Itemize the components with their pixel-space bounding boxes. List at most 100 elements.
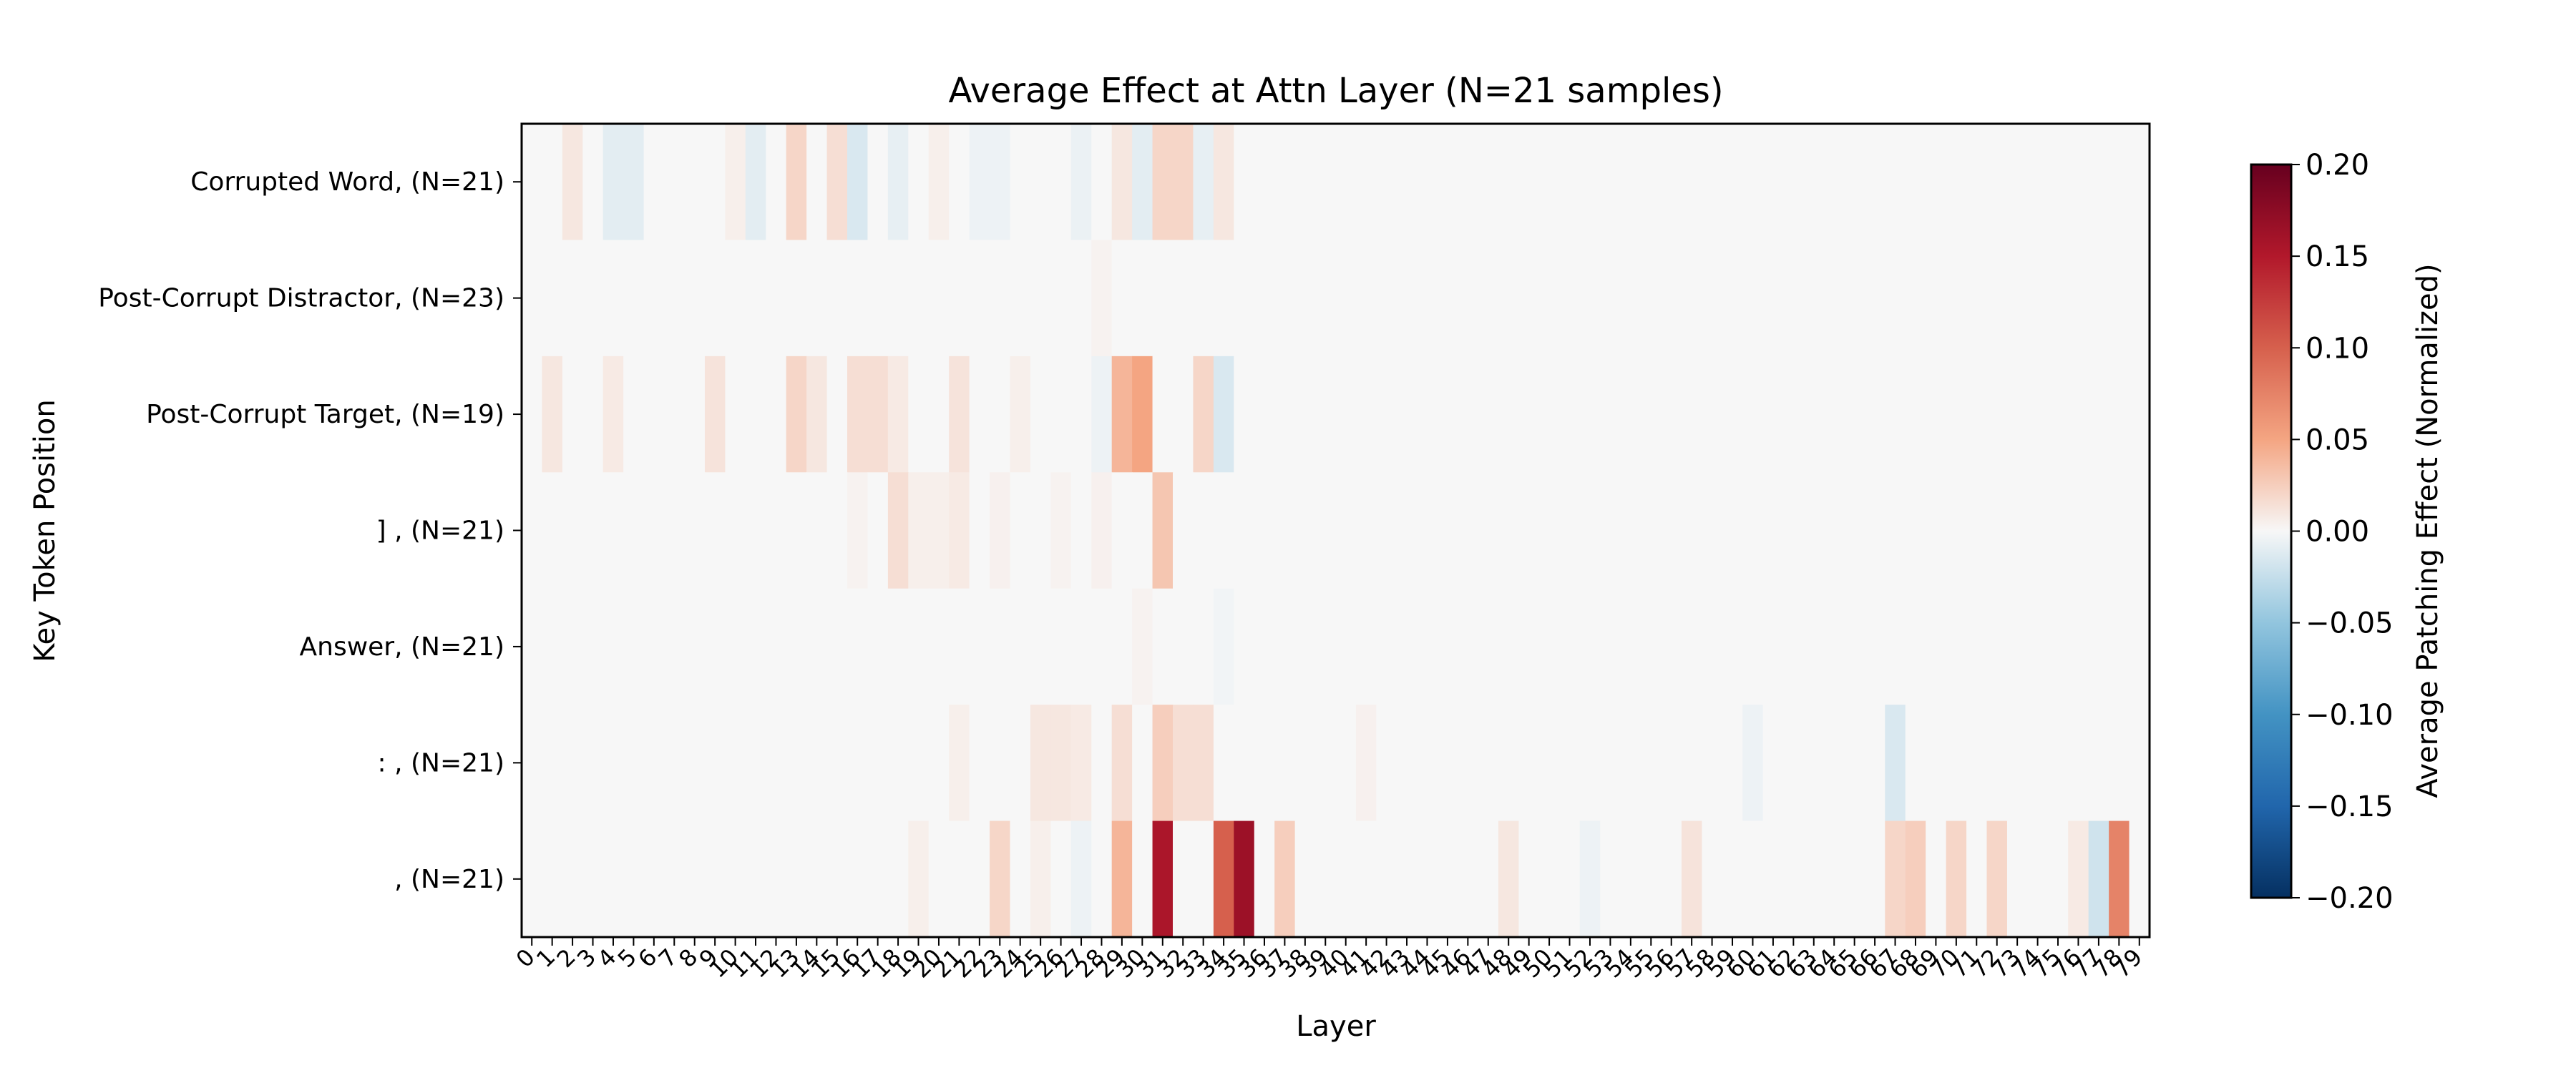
heatmap-cell (1234, 124, 1255, 241)
heatmap-cell (766, 124, 787, 241)
heatmap-cell (1294, 820, 1316, 938)
heatmap-cell (1355, 588, 1377, 705)
heatmap-cell (786, 240, 807, 357)
heatmap-cell (1946, 588, 1967, 705)
heatmap-cell (1498, 240, 1520, 357)
heatmap-cell (2068, 240, 2089, 357)
heatmap-cell (643, 240, 665, 357)
heatmap-cell (1559, 472, 1581, 589)
heatmap-cell (1498, 820, 1520, 938)
heatmap-cell (1661, 240, 1682, 357)
heatmap-cell (928, 356, 950, 473)
heatmap-cell (684, 820, 706, 938)
heatmap-cell (969, 356, 990, 473)
heatmap-cell (826, 472, 848, 589)
colorbar-tick-label: 0.10 (2306, 332, 2369, 365)
x-axis-label: Layer (1296, 1010, 1376, 1043)
heatmap-cell (1355, 472, 1377, 589)
heatmap-cell (806, 472, 828, 589)
heatmap-cell (1579, 472, 1601, 589)
heatmap-cell (623, 588, 645, 705)
heatmap-cell (542, 356, 563, 473)
heatmap-cell (1437, 356, 1458, 473)
heatmap-cell (582, 705, 604, 822)
heatmap-cell (602, 472, 624, 589)
heatmap-cell (2088, 124, 2109, 241)
heatmap-cell (2047, 820, 2069, 938)
heatmap-cell (2129, 472, 2150, 589)
heatmap-cell (1600, 820, 1621, 938)
heatmap-cell (908, 820, 930, 938)
heatmap-cell (1070, 472, 1092, 589)
heatmap-cell (1620, 124, 1641, 241)
heatmap-cell (1458, 705, 1479, 822)
heatmap-cell (1417, 472, 1438, 589)
heatmap-cell (847, 705, 869, 822)
heatmap-cell (928, 124, 950, 241)
heatmap-cell (949, 240, 970, 357)
heatmap-cell (1986, 240, 2008, 357)
colorbar-tick-label: 0.00 (2306, 516, 2369, 549)
heatmap-cell (542, 588, 563, 705)
heatmap-cell (1335, 588, 1357, 705)
heatmap-cell (1274, 472, 1296, 589)
heatmap-cell (1538, 705, 1560, 822)
heatmap-cell (1050, 472, 1072, 589)
heatmap-cell (1600, 240, 1621, 357)
heatmap-cell (522, 240, 543, 357)
heatmap-cell (1010, 588, 1031, 705)
heatmap-cell (1620, 820, 1641, 938)
heatmap-cell (1966, 124, 1988, 241)
heatmap-cell (1946, 820, 1967, 938)
heatmap-cell (1091, 472, 1113, 589)
heatmap-cell (2088, 705, 2109, 822)
heatmap-cell (1417, 820, 1438, 938)
heatmap-cell (1050, 705, 1072, 822)
heatmap-cell (1396, 472, 1418, 589)
heatmap-cell (1905, 124, 1926, 241)
heatmap-cell (1722, 356, 1743, 473)
heatmap-cell (1070, 820, 1092, 938)
heatmap-cell (1579, 588, 1601, 705)
heatmap-cell (1885, 356, 1906, 473)
heatmap-cell (1274, 588, 1296, 705)
heatmap-cell (1742, 124, 1764, 241)
heatmap-cell (1010, 240, 1031, 357)
heatmap-cell (1111, 820, 1133, 938)
heatmap-cell (1030, 356, 1051, 473)
heatmap-cell (1538, 820, 1560, 938)
heatmap-cell (1193, 356, 1214, 473)
heatmap-cell (1254, 588, 1275, 705)
heatmap-cell (887, 588, 909, 705)
heatmap-cell (1518, 472, 1540, 589)
heatmap-cell (766, 588, 787, 705)
heatmap-cell (990, 588, 1011, 705)
heatmap-cell (1783, 705, 1805, 822)
heatmap-cell (1885, 472, 1906, 589)
heatmap-cell (1498, 588, 1520, 705)
heatmap-cell (562, 588, 583, 705)
heatmap-cell (908, 588, 930, 705)
heatmap-cell (1986, 472, 2008, 589)
heatmap-cell (1844, 124, 1865, 241)
heatmap-cell (949, 356, 970, 473)
heatmap-cell (1070, 588, 1092, 705)
heatmap-cell (522, 588, 543, 705)
heatmap-cell (2006, 588, 2028, 705)
heatmap-cell (826, 820, 848, 938)
heatmap-cell (2027, 240, 2049, 357)
heatmap-cell (786, 124, 807, 241)
heatmap-cell (684, 240, 706, 357)
heatmap-cell (1926, 588, 1947, 705)
heatmap-cell (867, 705, 889, 822)
heatmap-grid (522, 124, 2150, 938)
heatmap-cell (1600, 705, 1621, 822)
heatmap-cell (2088, 820, 2109, 938)
colorbar-tick-label: −0.10 (2306, 699, 2394, 732)
heatmap-cell (2109, 820, 2130, 938)
heatmap-cell (867, 124, 889, 241)
heatmap-cell (684, 472, 706, 589)
heatmap-cell (664, 588, 686, 705)
heatmap-cell (623, 705, 645, 822)
heatmap-cell (745, 820, 766, 938)
